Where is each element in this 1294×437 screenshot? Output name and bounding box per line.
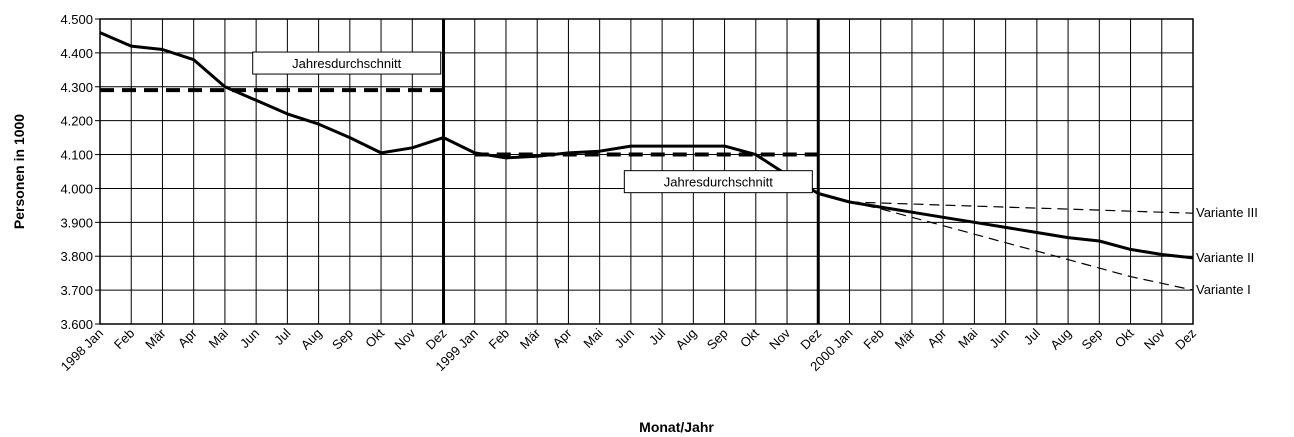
average-label-box xyxy=(252,51,442,75)
x-tick-labels: 1998 Jan Feb Mär Apr Mai Jun Jul Aug Sep Okt Nov De… xyxy=(58,325,1199,374)
x-tick-label: Nov xyxy=(391,325,418,352)
x-tick-label: Nov xyxy=(1141,325,1168,352)
y-tick-label: 4.400 xyxy=(60,46,93,61)
annotations: Jahresdurchschnitt Jahresdurchschnitt xyxy=(252,51,813,194)
y-tick-labels: 3.600 3.700 3.800 3.900 4.000 4.100 4.200 4.300… xyxy=(60,12,100,332)
x-axis-title: Monat/Jahr xyxy=(639,419,714,435)
x-tick-label: Aug xyxy=(298,326,325,353)
x-tick-label: 1998 Jan xyxy=(58,326,106,374)
x-tick-label: Jul xyxy=(271,325,293,347)
x-tick-label: Mär xyxy=(142,325,169,352)
y-tick-label: 3.800 xyxy=(60,249,93,264)
x-tick-label: Apr xyxy=(924,325,949,350)
y-tick-label: 4.000 xyxy=(60,181,93,196)
x-tick-label: Jun xyxy=(237,326,262,351)
x-tick-label: Okt xyxy=(737,325,762,350)
x-tick-label: Aug xyxy=(1047,326,1074,353)
y-tick-label: 4.200 xyxy=(60,114,93,129)
average-lines xyxy=(100,88,819,157)
x-tick-label: Feb xyxy=(860,326,886,352)
x-tick-label: Feb xyxy=(486,326,512,352)
average-label: Jahresdurchschnitt xyxy=(292,56,401,71)
x-tick-label: Dez xyxy=(1172,326,1199,353)
x-tick-label: Mär xyxy=(892,325,919,352)
x-tick-label: Sep xyxy=(1078,326,1105,353)
y-tick-label: 3.700 xyxy=(60,283,93,298)
variant-series-line xyxy=(849,201,1194,259)
x-tick-label: Nov xyxy=(766,325,793,352)
x-tick-label: Apr xyxy=(550,325,575,350)
x-tick-label: Dez xyxy=(423,326,450,353)
x-tick-label: Apr xyxy=(175,325,200,350)
x-tick-label: Jun xyxy=(612,326,637,351)
x-tick-label: Mär xyxy=(517,325,544,352)
x-tick-label: Mai xyxy=(955,325,980,350)
x-tick-label: Mai xyxy=(580,325,605,350)
x-tick-label: Jul xyxy=(646,325,668,347)
x-tick-label: Sep xyxy=(329,326,356,353)
series-label: Variante I xyxy=(1196,282,1251,297)
data-series: Variante III Variante II Variante I xyxy=(99,31,1258,297)
y-tick-label: 3.900 xyxy=(60,215,93,230)
x-tick-label: Okt xyxy=(362,325,387,350)
x-tick-label: Feb xyxy=(111,326,137,352)
average-label-box xyxy=(623,170,813,194)
series-label: Variante III xyxy=(1196,205,1258,220)
x-tick-label: Sep xyxy=(704,326,731,353)
variant-series-line xyxy=(849,201,1194,291)
y-tick-label: 4.300 xyxy=(60,80,93,95)
y-tick-label: 4.100 xyxy=(60,148,93,163)
year-separators xyxy=(442,19,820,324)
x-tick-label: Jun xyxy=(986,326,1011,351)
y-tick-label: 4.500 xyxy=(60,12,93,27)
y-tick-label: 3.600 xyxy=(60,317,93,332)
x-tick-label: Okt xyxy=(1112,325,1137,350)
average-label: Jahresdurchschnitt xyxy=(664,175,773,190)
x-tick-label: Jul xyxy=(1021,325,1043,347)
x-tick-label: Mai xyxy=(206,325,231,350)
series-label: Variante II xyxy=(1196,250,1254,265)
x-tick-label: Dez xyxy=(797,326,824,353)
y-axis-title: Personen in 1000 xyxy=(11,114,27,229)
variant-series-line xyxy=(849,201,1194,214)
x-tick-label: Aug xyxy=(672,326,699,353)
plot-frame xyxy=(99,18,1194,325)
